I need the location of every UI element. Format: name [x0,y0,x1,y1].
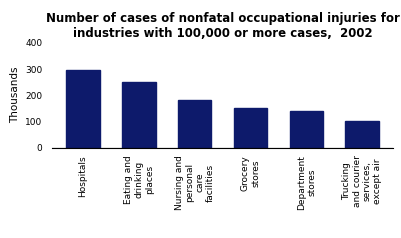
Bar [290,111,323,148]
Bar [234,108,267,148]
Y-axis label: Thousands: Thousands [10,67,20,124]
Bar [178,100,211,148]
Bar [346,121,379,148]
Bar [66,70,99,148]
Title: Number of cases of nonfatal occupational injuries for
industries with 100,000 or: Number of cases of nonfatal occupational… [46,12,399,40]
Bar [122,82,156,148]
